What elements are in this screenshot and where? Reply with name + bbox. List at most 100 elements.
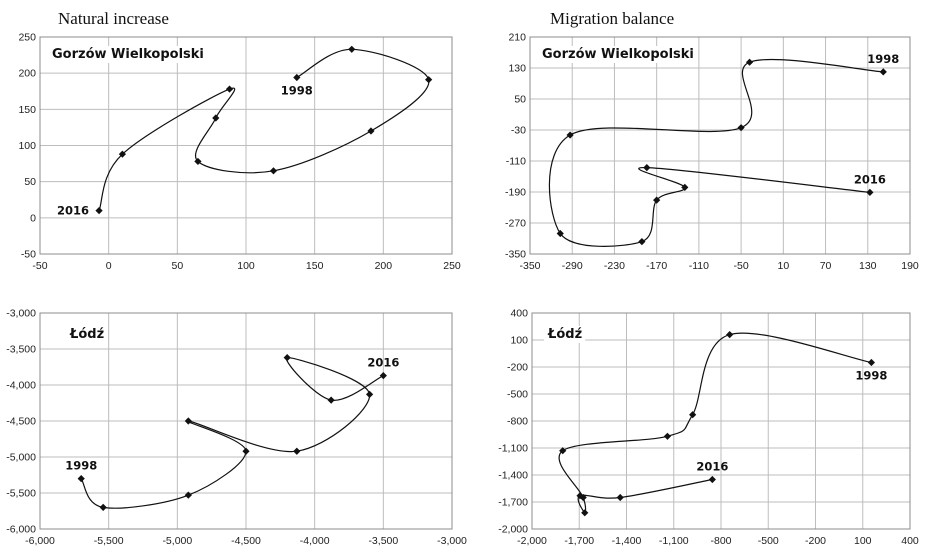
gorzow-natural-x-tick-label: 0 <box>106 260 112 272</box>
lodz-migration-city-label: Łódź <box>547 327 582 342</box>
gorzow-natural-y-tick-label: 0 <box>30 212 36 224</box>
lodz-natural-data-point <box>99 503 107 511</box>
gorzow-natural-x-tick-label: 250 <box>443 260 461 272</box>
gorzow-migration-x-tick-label: -170 <box>646 260 667 272</box>
gorzow-natural-y-tick-label: 150 <box>18 104 36 116</box>
lodz-migration-x-tick-label: -1,700 <box>564 535 594 547</box>
gorzow-natural-series-line <box>98 48 430 211</box>
gorzow-migration-x-tick-label: 190 <box>901 260 919 272</box>
gorzow-natural-data-point <box>118 150 126 158</box>
gorzow-migration-x-tick-label: -290 <box>562 260 583 272</box>
lodz-natural-year-annotation: 1998 <box>65 459 97 473</box>
gorzow-migration-year-annotation: 1998 <box>867 52 899 66</box>
gorzow-natural-data-point <box>425 76 433 84</box>
lodz-natural-x-tick-label: -4,000 <box>300 535 330 547</box>
gorzow-migration-x-tick-label: 130 <box>859 260 877 272</box>
gorzow-natural-y-tick-label: 250 <box>18 32 36 44</box>
lodz-migration-x-tick-label: -200 <box>805 535 826 547</box>
lodz-migration-data-point <box>576 492 584 500</box>
lodz-natural-x-tick-label: -4,500 <box>231 535 261 547</box>
gorzow-natural-x-tick-label: 50 <box>171 260 183 272</box>
lodz-natural-data-point <box>327 396 335 404</box>
lodz-natural-y-tick-label: -3,500 <box>6 344 36 356</box>
lodz-natural-city-label-backing <box>66 326 108 343</box>
lodz-migration-year-annotation: 2016 <box>696 460 728 474</box>
lodz-migration-x-tick-label: -2,000 <box>517 535 547 547</box>
lodz-natural-x-tick-label: -3,000 <box>437 535 467 547</box>
lodz-migration-y-tick-label: 100 <box>510 335 528 347</box>
gorzow-natural-x-tick-label: 150 <box>306 260 324 272</box>
lodz-migration-y-tick-label: -1,700 <box>498 497 528 509</box>
gorzow-migration-data-point <box>879 68 887 76</box>
gorzow-natural-y-tick-label: 50 <box>24 176 36 188</box>
gorzow-natural-data-point <box>348 45 356 53</box>
lodz-natural-y-tick-label: -5,000 <box>6 452 36 464</box>
lodz-migration-x-tick-label: -1,100 <box>659 535 689 547</box>
lodz-migration-data-point <box>616 493 624 502</box>
gorzow-natural-y-tick-label: 100 <box>18 140 36 152</box>
gorzow-migration-x-tick-label: 10 <box>777 260 789 272</box>
gorzow-migration-series-line <box>548 58 884 247</box>
gorzow-natural-year-annotation: 2016 <box>57 204 89 218</box>
gorzow-natural-y-tick-label: 200 <box>18 68 36 80</box>
lodz-migration-x-tick-label: -800 <box>710 535 731 547</box>
lodz-natural-x-tick-label: -5,000 <box>162 535 192 547</box>
gorzow-migration-balance-chart: -350 -270 -190 -110 -30 50 130 210 -350 -290 -230 -… <box>505 32 919 273</box>
lodz-migration-data-point <box>559 447 567 455</box>
gorzow-natural-data-point <box>95 207 103 215</box>
lodz-migration-x-tick-label: -500 <box>758 535 779 547</box>
lodz-natural-data-point <box>184 491 192 499</box>
gorzow-migration-y-tick-label: -110 <box>506 156 526 168</box>
gorzow-natural-data-point <box>367 127 375 135</box>
gorzow-migration-x-tick-label: -50 <box>734 260 749 272</box>
gorzow-natural-data-point <box>225 85 234 93</box>
gorzow-migration-plot-frame <box>529 36 911 255</box>
gorzow-migration-data-point <box>638 238 646 246</box>
gorzow-migration-city-label: Gorzów Wielkopolski <box>542 47 694 62</box>
lodz-natural-y-tick-label: -5,500 <box>6 488 36 500</box>
gorzow-migration-year-annotation: 2016 <box>854 172 886 186</box>
lodz-natural-y-tick-label: -4,000 <box>6 380 36 392</box>
lodz-migration-y-tick-label: -1,400 <box>498 470 528 482</box>
lodz-natural-increase-chart: -6,000 -5,500 -5,000 -4,500 -4,000 -3,500 -3,0… <box>6 308 467 548</box>
gorzow-migration-data-point <box>566 131 574 139</box>
lodz-migration-data-point <box>581 509 589 517</box>
gorzow-migration-y-tick-label: 210 <box>508 32 526 44</box>
gorzow-migration-y-tick-label: 130 <box>508 63 526 75</box>
gorzow-migration-x-tick-label: -230 <box>604 260 625 272</box>
gorzow-migration-data-point <box>866 188 874 196</box>
lodz-migration-y-tick-label: 400 <box>510 308 528 320</box>
lodz-migration-data-point <box>663 432 672 440</box>
natural-increase-heading: Natural increase <box>58 9 169 28</box>
gorzow-migration-data-point <box>556 229 564 238</box>
lodz-migration-data-point <box>689 411 697 419</box>
lodz-natural-y-tick-label: -4,500 <box>6 416 36 428</box>
lodz-natural-plot-frame <box>39 312 453 530</box>
lodz-migration-balance-chart: -2,000 -1,700 -1,400 -1,100 -800 -500 -200 100 4… <box>498 308 919 548</box>
gorzow-natural-data-point <box>269 167 278 175</box>
lodz-migration-x-tick-label: -1,400 <box>612 535 642 547</box>
lodz-natural-x-tick-label: -6,000 <box>25 535 55 547</box>
lodz-migration-y-tick-label: -500 <box>507 389 528 401</box>
gorzow-migration-y-tick-label: -30 <box>511 125 526 137</box>
gorzow-natural-plot-frame <box>39 36 453 255</box>
gorzow-migration-x-tick-label: -350 <box>519 260 540 272</box>
gorzow-migration-city-label-backing <box>539 46 697 63</box>
gorzow-natural-city-label: Gorzów Wielkopolski <box>52 47 204 62</box>
lodz-natural-y-tick-label: -3,000 <box>6 308 36 320</box>
lodz-migration-plot-frame <box>531 312 911 530</box>
gorzow-migration-x-tick-label: 70 <box>820 260 832 272</box>
lodz-migration-y-tick-label: -200 <box>507 362 528 374</box>
lodz-natural-city-label: Łódź <box>69 327 104 342</box>
gorzow-migration-data-point <box>681 183 689 191</box>
lodz-natural-x-tick-label: -3,500 <box>368 535 398 547</box>
gorzow-natural-x-tick-label: 100 <box>237 260 255 272</box>
lodz-natural-year-annotation: 2016 <box>367 356 399 370</box>
gorzow-migration-data-point <box>653 196 661 204</box>
gorzow-migration-y-tick-label: -270 <box>505 218 526 230</box>
lodz-migration-data-point <box>708 475 716 484</box>
lodz-migration-series-line <box>558 332 872 514</box>
gorzow-migration-data-point <box>745 58 754 66</box>
lodz-natural-y-tick-label: -6,000 <box>6 524 36 536</box>
